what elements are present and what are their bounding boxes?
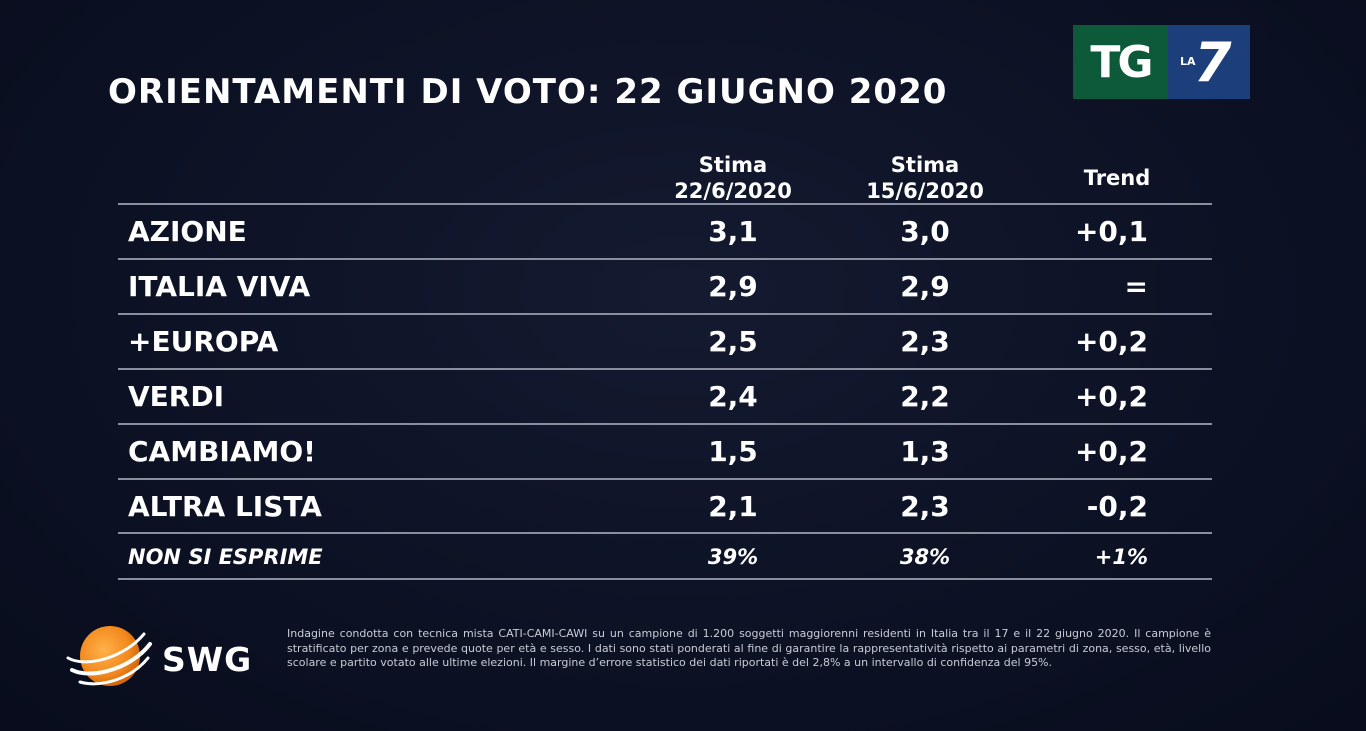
column-header-stima-15-6: Stima 15/6/2020 (840, 152, 1010, 204)
value-22-6: 2,9 (708, 270, 758, 303)
table-row: +EUROPA 2,5 2,3 +0,2 (118, 315, 1212, 369)
swg-brand: SWG (162, 640, 253, 679)
table-row: ALTRA LISTA 2,1 2,3 -0,2 (118, 480, 1212, 534)
table-divider (118, 578, 1212, 580)
trend-value: +0,2 (1074, 380, 1148, 413)
party-name: AZIONE (128, 215, 247, 248)
party-name: ALTRA LISTA (128, 490, 322, 523)
value-22-6: 3,1 (708, 215, 758, 248)
seven-logo-text: 7 (1194, 31, 1232, 94)
party-name: VERDI (128, 380, 225, 413)
swg-globe-icon (66, 626, 152, 686)
value-15-6: 38% (899, 545, 951, 569)
value-22-6: 2,5 (708, 325, 758, 358)
column-header-trend: Trend (1058, 165, 1176, 191)
table-divider (118, 423, 1212, 425)
value-15-6: 2,2 (900, 380, 950, 413)
column-header-line1: Stima (890, 153, 960, 177)
la-logo-text: LA (1180, 55, 1196, 68)
la7-logo-part: LA 7 (1168, 25, 1250, 99)
value-15-6: 2,9 (900, 270, 950, 303)
value-15-6: 2,3 (900, 490, 950, 523)
party-name: NON SI ESPRIME (128, 545, 323, 569)
trend-value: -0,2 (1086, 490, 1148, 523)
table-row-non-si-esprime: NON SI ESPRIME 39% 38% +1% (118, 534, 1212, 588)
column-header-line1: Trend (1083, 166, 1151, 190)
trend-value: +0,1 (1074, 215, 1148, 248)
value-15-6: 2,3 (900, 325, 950, 358)
trend-value: +1% (1094, 545, 1148, 569)
methodology-note: Indagine condotta con tecnica mista CATI… (287, 627, 1211, 669)
party-name: ITALIA VIVA (128, 270, 311, 303)
value-22-6: 1,5 (708, 435, 758, 468)
table-divider (118, 258, 1212, 260)
trend-value: +0,2 (1074, 325, 1148, 358)
table-row: CAMBIAMO! 1,5 1,3 +0,2 (118, 425, 1212, 479)
party-name: +EUROPA (128, 325, 279, 358)
value-22-6: 2,4 (708, 380, 758, 413)
column-header-stima-22-6: Stima 22/6/2020 (648, 152, 818, 204)
value-22-6: 2,1 (708, 490, 758, 523)
party-name: CAMBIAMO! (128, 435, 316, 468)
table-row: VERDI 2,4 2,2 +0,2 (118, 370, 1212, 424)
tg-la7-logo: TG LA 7 (1073, 25, 1250, 99)
table-row: AZIONE 3,1 3,0 +0,1 (118, 205, 1212, 259)
column-header-line1: Stima (698, 153, 768, 177)
table-divider (118, 203, 1212, 205)
table-divider (118, 313, 1212, 315)
trend-value: +0,2 (1074, 435, 1148, 468)
page-title: ORIENTAMENTI DI VOTO: 22 GIUGNO 2020 (108, 72, 948, 112)
column-header-line2: 22/6/2020 (674, 179, 792, 203)
table-divider (118, 368, 1212, 370)
value-15-6: 1,3 (900, 435, 950, 468)
table-divider (118, 532, 1212, 534)
table-divider (118, 478, 1212, 480)
table-row: ITALIA VIVA 2,9 2,9 = (118, 260, 1212, 314)
trend-value: = (1124, 270, 1148, 303)
column-header-line2: 15/6/2020 (866, 179, 984, 203)
value-15-6: 3,0 (900, 215, 950, 248)
tg-logo-part: TG (1073, 25, 1168, 99)
tg-logo-text: TG (1090, 36, 1153, 88)
value-22-6: 39% (707, 545, 759, 569)
